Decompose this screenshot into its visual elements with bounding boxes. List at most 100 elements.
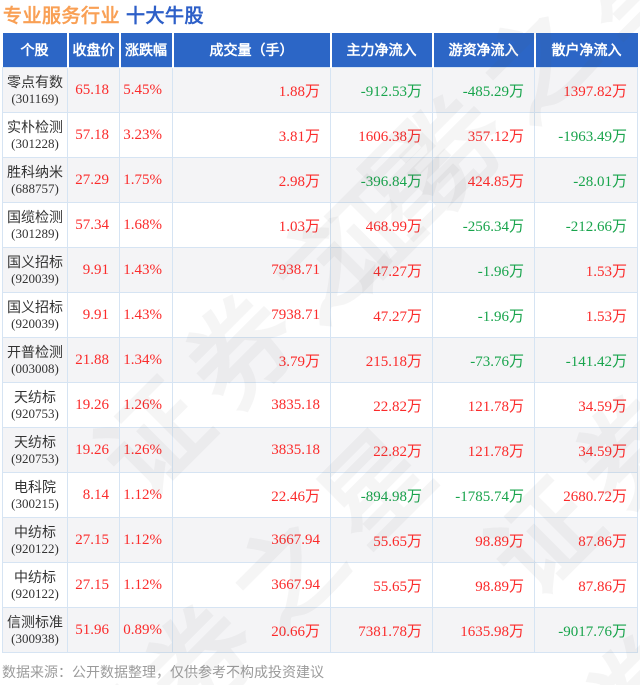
column-header: 收盘价 (66, 33, 120, 68)
volume-value: 7938.71 (172, 292, 331, 338)
stock-name-cell: 天纺标 (920753) (2, 382, 68, 428)
retail-value: -212.66万 (534, 202, 638, 248)
retail-value: 34.59万 (534, 427, 638, 473)
retail-value: 87.86万 (534, 562, 638, 608)
column-header: 散户净流入 (533, 33, 638, 68)
stock-name-cell: 天纺标 (920753) (2, 427, 68, 473)
data-source-note: 数据来源：公开数据整理，仅供参考不构成投资建议 (2, 664, 324, 680)
table-row: 国义招标 (920039) 9.91 1.43% 7938.71 47.27万 -1.96万… (2, 292, 638, 338)
main-value: -396.84万 (330, 157, 433, 203)
close-value: 57.34 (67, 202, 120, 248)
main-value: 1606.38万 (330, 112, 433, 158)
close-value: 9.91 (67, 247, 120, 293)
volume-value: 1.03万 (172, 202, 331, 248)
stock-name-cell: 国缆检测 (301289) (2, 202, 68, 248)
main-value: 7381.78万 (330, 607, 433, 653)
volume-value: 20.66万 (172, 607, 331, 653)
stock-name: 胜科纳米 (7, 163, 63, 180)
change-value: 0.89% (119, 607, 173, 653)
hot-value: 357.12万 (432, 112, 535, 158)
main-value: 55.65万 (330, 517, 433, 563)
stock-name: 天纺标 (14, 433, 56, 450)
stock-name: 中纺标 (14, 523, 56, 540)
table-row: 胜科纳米 (688757) 27.29 1.75% 2.98万 -396.84万 424.8… (2, 157, 638, 203)
change-value: 1.12% (119, 472, 173, 518)
stock-code: (003008) (11, 360, 59, 376)
stock-name-cell: 信测标准 (300938) (2, 607, 68, 653)
table-row: 天纺标 (920753) 19.26 1.26% 3835.18 22.82万 121.78… (2, 382, 638, 428)
close-value: 57.18 (67, 112, 120, 158)
stock-name: 国义招标 (7, 298, 63, 315)
stock-name: 中纺标 (14, 568, 56, 585)
stock-name-cell: 胜科纳米 (688757) (2, 157, 68, 203)
table-row: 电科院 (300215) 8.14 1.12% 22.46万 -894.98万 -1785.… (2, 472, 638, 518)
close-value: 9.91 (67, 292, 120, 338)
column-header: 主力净流入 (329, 33, 433, 68)
main-value: 47.27万 (330, 247, 433, 293)
hot-value: 424.85万 (432, 157, 535, 203)
stock-name: 天纺标 (14, 388, 56, 405)
change-value: 5.45% (119, 67, 173, 113)
change-value: 1.43% (119, 247, 173, 293)
hot-value: 121.78万 (432, 427, 535, 473)
stock-code: (301228) (11, 135, 59, 151)
stock-name: 实朴检测 (7, 118, 63, 135)
stock-name: 信测标准 (7, 613, 63, 630)
hot-value: 1635.98万 (432, 607, 535, 653)
column-header: 游资净流入 (431, 33, 535, 68)
stock-name-cell: 国义招标 (920039) (2, 292, 68, 338)
volume-value: 3.79万 (172, 337, 331, 383)
hot-value: 98.89万 (432, 517, 535, 563)
close-value: 27.15 (67, 562, 120, 608)
change-value: 1.43% (119, 292, 173, 338)
table-row: 中纺标 (920122) 27.15 1.12% 3667.94 55.65万 98.89万… (2, 562, 638, 608)
change-value: 1.75% (119, 157, 173, 203)
table-row: 天纺标 (920753) 19.26 1.26% 3835.18 22.82万 121.78… (2, 427, 638, 473)
stock-name-cell: 中纺标 (920122) (2, 517, 68, 563)
hot-value: 98.89万 (432, 562, 535, 608)
close-value: 21.88 (67, 337, 120, 383)
main-value: -912.53万 (330, 67, 433, 113)
change-value: 3.23% (119, 112, 173, 158)
table-row: 国缆检测 (301289) 57.34 1.68% 1.03万 468.99万 -256.3… (2, 202, 638, 248)
main-value: -894.98万 (330, 472, 433, 518)
stock-code: (920753) (11, 450, 59, 466)
main-value: 47.27万 (330, 292, 433, 338)
table-row: 实朴检测 (301228) 57.18 3.23% 3.81万 1606.38万 357.1… (2, 112, 638, 158)
table-row: 中纺标 (920122) 27.15 1.12% 3667.94 55.65万 98.89万… (2, 517, 638, 563)
change-value: 1.12% (119, 517, 173, 563)
retail-value: -28.01万 (534, 157, 638, 203)
stock-name-cell: 实朴检测 (301228) (2, 112, 68, 158)
retail-value: 1397.82万 (534, 67, 638, 113)
volume-value: 22.46万 (172, 472, 331, 518)
hot-value: -1.96万 (432, 292, 535, 338)
stock-name-cell: 电科院 (300215) (2, 472, 68, 518)
change-value: 1.12% (119, 562, 173, 608)
stock-code: (920039) (11, 270, 59, 286)
volume-value: 7938.71 (172, 247, 331, 293)
table-header: 个股 收盘价 涨跌幅 成交量（手） 主力净流入 游资净流入 散户净流入 (2, 33, 638, 68)
stock-name: 开普检测 (7, 343, 63, 360)
retail-value: 34.59万 (534, 382, 638, 428)
change-value: 1.26% (119, 427, 173, 473)
stock-table: 个股 收盘价 涨跌幅 成交量（手） 主力净流入 游资净流入 散户净流入 零点有数 (30116… (2, 33, 638, 653)
close-value: 27.29 (67, 157, 120, 203)
table-row: 零点有数 (301169) 65.18 5.45% 1.88万 -912.53万 -485.… (2, 67, 638, 113)
column-header: 涨跌幅 (118, 33, 173, 68)
stock-name-cell: 国义招标 (920039) (2, 247, 68, 293)
retail-value: -141.42万 (534, 337, 638, 383)
table-header-row: 个股 收盘价 涨跌幅 成交量（手） 主力净流入 游资净流入 散户净流入 (2, 33, 638, 68)
stock-name-cell: 零点有数 (301169) (2, 67, 68, 113)
stock-name: 国义招标 (7, 253, 63, 270)
volume-value: 3.81万 (172, 112, 331, 158)
volume-value: 3667.94 (172, 517, 331, 563)
hot-value: -1.96万 (432, 247, 535, 293)
retail-value: 1.53万 (534, 292, 638, 338)
volume-value: 2.98万 (172, 157, 331, 203)
change-value: 1.34% (119, 337, 173, 383)
main-value: 55.65万 (330, 562, 433, 608)
main-value: 22.82万 (330, 382, 433, 428)
retail-value: -1963.49万 (534, 112, 638, 158)
table-row: 信测标准 (300938) 51.96 0.89% 20.66万 7381.78万 1635… (2, 607, 638, 653)
table-row: 国义招标 (920039) 9.91 1.43% 7938.71 47.27万 -1.96万… (2, 247, 638, 293)
